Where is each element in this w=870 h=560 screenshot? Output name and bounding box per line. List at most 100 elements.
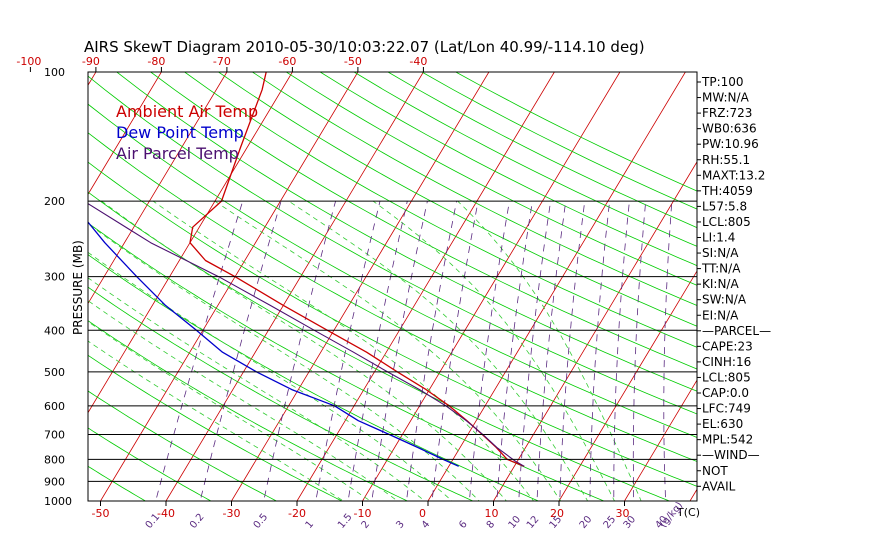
mixing-ratio-tick-label: 8 <box>485 519 498 531</box>
mixing-ratio-line <box>559 201 586 501</box>
bottom-temp-tick-label: -50 <box>92 507 110 520</box>
top-temp-tick-label: -40 <box>409 55 427 68</box>
index-item: CAP:0.0 <box>702 386 749 400</box>
dry-adiabat-line <box>88 465 147 501</box>
moist-adiabat-line <box>101 200 508 501</box>
mixing-ratio-line <box>536 201 567 501</box>
moist-adiabat-line <box>288 200 589 501</box>
mixing-ratio-tick-label: 3 <box>394 519 407 531</box>
isotherm-line <box>88 72 162 196</box>
pressure-tick-label: 600 <box>44 400 65 413</box>
dry-adiabat-line <box>88 286 474 501</box>
isotherm-line <box>756 72 870 501</box>
index-item: CINH:16 <box>702 355 751 369</box>
index-item: PW:10.96 <box>702 137 759 151</box>
dry-adiabat-line <box>88 254 540 501</box>
isotherm-line <box>493 161 697 501</box>
dry-adiabat-line <box>88 390 278 501</box>
moist-adiabat-line <box>88 300 399 501</box>
dry-adiabat-line <box>88 191 671 501</box>
moist-adiabat-line <box>88 321 372 501</box>
dry-adiabat-line <box>88 75 697 415</box>
series-line-parcel <box>88 203 525 467</box>
index-item: KI:N/A <box>702 277 739 291</box>
isotherm-line <box>296 72 555 501</box>
bottom-temp-tick-label: -40 <box>157 507 175 520</box>
index-item: TH:4059 <box>701 184 753 198</box>
isotherm-line <box>427 72 686 501</box>
index-item: EL:630 <box>702 417 743 431</box>
bottom-temp-tick-label: -30 <box>223 507 241 520</box>
mixing-ratio-tick-label: 10 <box>507 514 524 531</box>
moist-adiabat-line <box>457 200 642 501</box>
legend-ambient: Ambient Air Temp <box>116 102 258 121</box>
mixing-ratio-line <box>496 201 533 501</box>
mixing-ratio-line <box>431 201 479 501</box>
bottom-temp-tick-label: -10 <box>354 507 372 520</box>
isotherm-line <box>231 72 490 501</box>
mixing-ratio-tick-label: 0.2 <box>188 512 207 531</box>
grid-layer <box>88 72 870 501</box>
dry-adiabat-line <box>319 72 697 267</box>
isotherm-line <box>100 72 359 501</box>
index-item: MPL:542 <box>702 433 753 447</box>
pressure-tick-label: 300 <box>44 271 65 284</box>
mixing-ratio-line <box>468 201 510 501</box>
index-item: CAPE:23 <box>702 339 753 353</box>
index-item: EI:N/A <box>702 308 739 322</box>
pressure-tick-label: 500 <box>44 366 65 379</box>
mixing-ratio-tick-label: 6 <box>457 519 470 531</box>
index-item: FRZ:723 <box>702 106 752 120</box>
index-item: —WIND— <box>702 448 760 462</box>
moist-adiabat-line <box>214 200 562 501</box>
mixing-ratio-line <box>406 201 458 501</box>
dry-adiabat-line <box>252 72 697 306</box>
mixing-ratio-line <box>518 201 551 501</box>
index-item: WB0:636 <box>702 122 757 136</box>
top-temp-tick-label: -70 <box>213 55 231 68</box>
dry-adiabat-line <box>88 161 697 487</box>
mixing-ratio-line <box>613 201 630 501</box>
mixing-ratio-tick-label: 1.5 <box>336 512 355 531</box>
index-item: MAXT:13.2 <box>702 168 765 182</box>
isotherm-line <box>88 72 228 305</box>
axes-layer: 1002003004005006007008009001000-120-110-… <box>16 55 698 531</box>
top-temp-tick-label: -50 <box>344 55 362 68</box>
moist-adiabat-line <box>88 340 345 501</box>
dry-adiabat-line <box>116 72 697 392</box>
pressure-tick-label: 700 <box>44 429 65 442</box>
index-item: L57:5.8 <box>702 199 747 213</box>
pressure-tick-label: 200 <box>44 195 65 208</box>
index-item: —PARCEL— <box>702 324 771 338</box>
mixing-ratio-line <box>589 201 611 501</box>
index-item: LFC:749 <box>702 402 751 416</box>
index-item: RH:55.1 <box>702 153 750 167</box>
mixing-ratio-tick-label: 0.5 <box>252 512 271 531</box>
bottom-temp-tick-label: 20 <box>550 507 564 520</box>
plot-frame <box>87 71 698 502</box>
series-line-dewpoint-emphasis <box>38 148 71 202</box>
index-item: SI:N/A <box>702 246 739 260</box>
dry-adiabat-line <box>387 72 697 229</box>
dry-adiabat-line <box>286 72 697 286</box>
pressure-tick-label: 900 <box>44 475 65 488</box>
index-item: AVAIL <box>702 479 736 493</box>
pressure-tick-label: 1000 <box>44 495 72 508</box>
index-item: TT:N/A <box>701 262 741 276</box>
mixing-ratio-tick-label: 1 <box>304 519 317 531</box>
mixing-ratio-line <box>371 201 428 501</box>
mixing-ratio-line <box>199 200 282 501</box>
mixing-ratio-line <box>663 201 673 501</box>
dry-adiabat-line <box>88 222 605 501</box>
mixing-ratio-tick-label: 4 <box>420 519 433 531</box>
moist-adiabat-line <box>372 200 615 501</box>
mixing-ratio-line <box>315 201 381 501</box>
isotherm-line <box>624 379 697 501</box>
mixing-ratio-line <box>632 201 647 501</box>
bottom-temp-tick-label: 10 <box>485 507 499 520</box>
bottom-temp-tick-label: 0 <box>419 507 426 520</box>
legend-parcel: Air Parcel Temp <box>116 144 239 163</box>
